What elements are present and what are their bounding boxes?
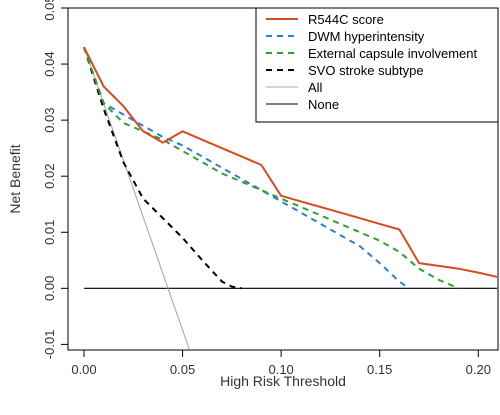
x-axis: 0.00 0.05 0.10 0.15 0.20 [71,350,491,377]
series-line-svo-stroke-subtype [83,46,242,290]
y-tick-label: 0.02 [42,164,57,189]
legend: R544C score DWM hyperintensity External ca… [255,7,499,123]
legend-label: External capsule involvement [308,46,477,61]
x-tick-label: 0.15 [367,362,392,377]
y-tick-label: 0.03 [42,107,57,132]
y-tick-label: 0.04 [42,51,57,76]
legend-box [255,7,499,123]
y-axis-title: Net Benefit [7,144,23,213]
y-axis: -0.01 0.00 0.01 0.02 0.03 0.04 0.05 [42,0,68,359]
plot-series [83,46,497,349]
y-tick-label: 0.00 [42,276,57,301]
series-line-dwm-hyperintensity [83,46,410,290]
x-axis-title: High Risk Threshold [220,373,346,389]
legend-label: DWM hyperintensity [308,29,425,44]
x-tick-label: 0.00 [71,362,96,377]
legend-label: All [308,80,323,95]
legend-label: None [308,97,339,112]
x-tick-label: 0.05 [170,362,195,377]
legend-label: SVO stroke subtype [308,63,424,78]
y-tick-label: 0.05 [42,0,57,21]
y-tick-label: 0.01 [42,220,57,245]
series-line-all [83,47,190,349]
legend-label: R544C score [308,12,384,27]
y-tick-label: -0.01 [42,330,57,360]
x-tick-label: 0.10 [268,362,293,377]
x-tick-label: 0.20 [466,362,491,377]
series-line-r544c-score [83,46,497,278]
